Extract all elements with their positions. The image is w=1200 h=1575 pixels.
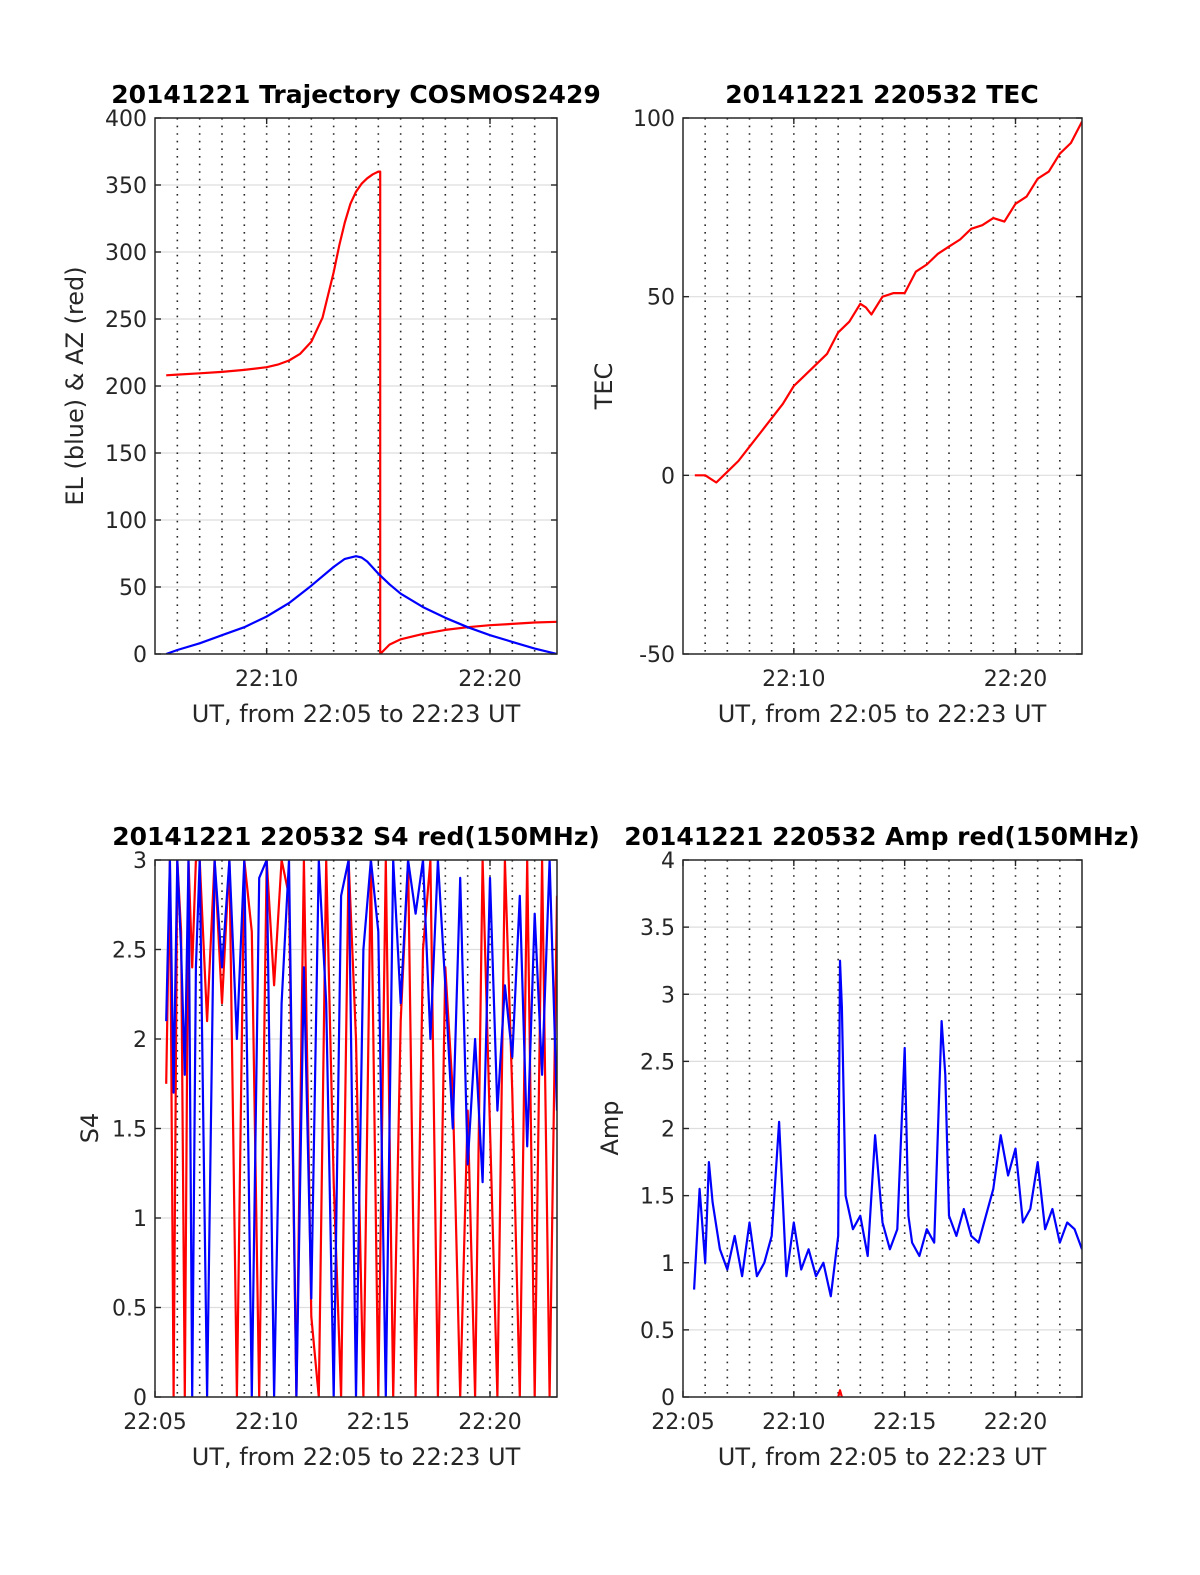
x-tick-label: 22:05 bbox=[651, 1410, 714, 1435]
x-tick-label: 22:10 bbox=[762, 667, 825, 692]
y-tick-label: 300 bbox=[105, 241, 147, 266]
y-tick-label: 0 bbox=[133, 643, 147, 668]
y-tick-label: 350 bbox=[105, 174, 147, 199]
y-tick-label: 0 bbox=[661, 464, 675, 489]
y-tick-label: 250 bbox=[105, 308, 147, 333]
y-tick-label: 50 bbox=[119, 576, 147, 601]
y-tick-label: 0.5 bbox=[112, 1297, 147, 1322]
y-tick-label: 0.5 bbox=[640, 1319, 675, 1344]
x-tick-label: 22:10 bbox=[235, 667, 298, 692]
panel-s4: 20141221 220532 S4 red(150MHz) UT, from … bbox=[76, 822, 600, 1471]
y-tick-label: 2.5 bbox=[112, 939, 147, 964]
y-tick-label: 200 bbox=[105, 375, 147, 400]
y-tick-label: 2.5 bbox=[640, 1050, 675, 1075]
panel-tec-ylabel: TEC bbox=[590, 363, 618, 411]
panel-tec-xlabel: UT, from 22:05 to 22:23 UT bbox=[718, 700, 1047, 728]
x-tick-label: 22:10 bbox=[235, 1410, 298, 1435]
x-tick-label: 22:10 bbox=[762, 1410, 825, 1435]
series-line-blue bbox=[165, 555, 557, 654]
plot-frame bbox=[682, 117, 1083, 655]
series-line-red bbox=[837, 1389, 843, 1397]
panel-tec-title: 20141221 220532 TEC bbox=[725, 80, 1038, 109]
y-tick-label: 400 bbox=[105, 107, 147, 132]
y-tick-label: 3.5 bbox=[640, 916, 675, 941]
y-tick-label: 3 bbox=[133, 849, 147, 874]
panel-s4-xlabel: UT, from 22:05 to 22:23 UT bbox=[192, 1443, 521, 1471]
y-tick-label: 2 bbox=[133, 1028, 147, 1053]
panel-s4-title: 20141221 220532 S4 red(150MHz) bbox=[112, 822, 600, 851]
x-tick-label: 22:15 bbox=[873, 1410, 936, 1435]
x-tick-label: 22:20 bbox=[458, 1410, 521, 1435]
panel-amp: 20141221 220532 Amp red(150MHz) UT, from… bbox=[596, 822, 1140, 1471]
panel-trajectory-title: 20141221 Trajectory COSMOS2429 bbox=[111, 80, 601, 109]
panel-trajectory-xlabel: UT, from 22:05 to 22:23 UT bbox=[192, 700, 521, 728]
y-tick-label: 1.5 bbox=[112, 1118, 147, 1143]
x-tick-label: 22:15 bbox=[347, 1410, 410, 1435]
panel-amp-title: 20141221 220532 Amp red(150MHz) bbox=[624, 822, 1140, 851]
series-line-blue bbox=[165, 860, 557, 1397]
x-tick-label: 22:20 bbox=[984, 1410, 1047, 1435]
series-line-red bbox=[166, 170, 557, 654]
y-tick-label: 1.5 bbox=[640, 1185, 675, 1210]
y-tick-label: 100 bbox=[633, 107, 675, 132]
plot-frame bbox=[154, 117, 558, 655]
y-tick-label: 4 bbox=[661, 849, 675, 874]
plot-frame bbox=[682, 859, 1083, 1398]
y-tick-label: -50 bbox=[639, 643, 675, 668]
x-tick-label: 22:20 bbox=[458, 667, 521, 692]
panel-s4-ylabel: S4 bbox=[76, 1113, 104, 1144]
x-tick-label: 22:05 bbox=[123, 1410, 186, 1435]
y-tick-label: 0 bbox=[133, 1386, 147, 1411]
y-tick-label: 100 bbox=[105, 509, 147, 534]
y-tick-label: 3 bbox=[661, 983, 675, 1008]
y-tick-label: 150 bbox=[105, 442, 147, 467]
panel-amp-xlabel: UT, from 22:05 to 22:23 UT bbox=[718, 1443, 1047, 1471]
y-tick-label: 0 bbox=[661, 1386, 675, 1411]
series-line-red bbox=[694, 121, 1082, 484]
panel-tec: 20141221 220532 TEC UT, from 22:05 to 22… bbox=[590, 80, 1083, 728]
y-tick-label: 1 bbox=[133, 1207, 147, 1232]
series-line-blue bbox=[693, 959, 1082, 1298]
panel-trajectory: 20141221 Trajectory COSMOS2429 UT, from … bbox=[61, 80, 601, 728]
panel-trajectory-ylabel: EL (blue) & AZ (red) bbox=[61, 266, 89, 505]
plot-frame bbox=[154, 859, 558, 1398]
y-tick-label: 50 bbox=[647, 286, 675, 311]
panel-amp-ylabel: Amp bbox=[596, 1100, 624, 1155]
x-tick-label: 22:20 bbox=[984, 667, 1047, 692]
y-tick-label: 1 bbox=[661, 1252, 675, 1277]
y-tick-label: 2 bbox=[661, 1118, 675, 1143]
